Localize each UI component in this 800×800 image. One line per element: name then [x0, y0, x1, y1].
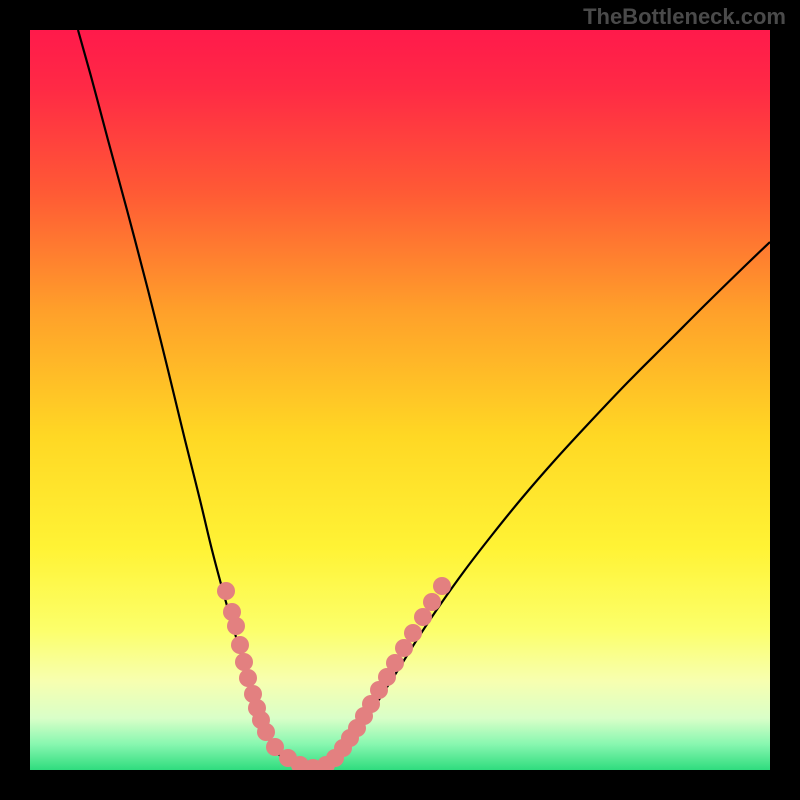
- left-marker: [231, 636, 249, 654]
- watermark-text: TheBottleneck.com: [583, 4, 786, 30]
- right-marker: [404, 624, 422, 642]
- left-marker: [239, 669, 257, 687]
- left-marker: [217, 582, 235, 600]
- right-marker: [386, 654, 404, 672]
- right-marker: [414, 608, 432, 626]
- left-curve: [78, 30, 308, 770]
- right-marker: [423, 593, 441, 611]
- plot-area: [30, 30, 770, 770]
- right-marker: [433, 577, 451, 595]
- left-marker: [235, 653, 253, 671]
- left-marker: [227, 617, 245, 635]
- right-marker: [395, 639, 413, 657]
- curve-chart: [30, 30, 770, 770]
- left-marker: [257, 723, 275, 741]
